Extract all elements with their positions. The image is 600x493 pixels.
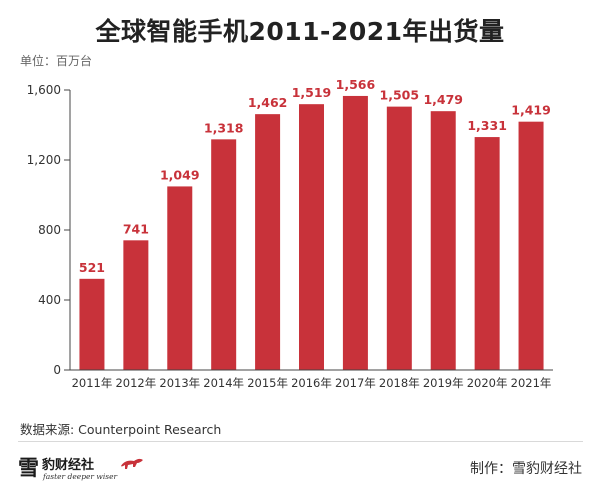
bar <box>211 139 237 370</box>
data-label: 1,566 <box>336 77 376 92</box>
data-label: 1,519 <box>292 85 332 100</box>
data-label: 1,505 <box>380 88 420 103</box>
bar <box>299 104 324 371</box>
y-tick-label: 0 <box>53 363 61 377</box>
producer-credit: 制作：雪豹财经社 <box>470 461 582 477</box>
x-tick-label: 2015年 <box>247 376 288 390</box>
bar <box>474 137 500 370</box>
data-label: 521 <box>79 260 105 275</box>
x-tick-label: 2018年 <box>379 376 420 390</box>
bar <box>255 114 281 371</box>
x-tick-label: 2020年 <box>467 376 508 390</box>
chart-title: 全球智能手机2011-2021年出货量 <box>95 17 505 46</box>
bar <box>79 278 105 370</box>
bar <box>342 95 368 370</box>
bar <box>386 106 412 370</box>
unit-label: 单位：百万台 <box>20 54 93 68</box>
x-tick-label: 2011年 <box>72 376 113 390</box>
x-tick-label: 2016年 <box>291 376 332 390</box>
logo-main-text: 雪 <box>18 455 39 480</box>
y-tick-label: 1,600 <box>27 83 61 97</box>
x-tick-label: 2021年 <box>511 376 552 390</box>
data-label: 1,419 <box>511 103 551 118</box>
leopard-icon <box>121 458 143 469</box>
data-source: 数据来源: Counterpoint Research <box>20 422 222 437</box>
x-tick-label: 2013年 <box>159 376 200 390</box>
data-label: 1,331 <box>467 118 507 133</box>
logo-slogan: faster deeper wiser <box>43 472 118 481</box>
x-tick-label: 2012年 <box>115 376 156 390</box>
footer-divider <box>18 441 583 442</box>
data-label: 1,462 <box>248 95 288 110</box>
bar <box>123 240 149 370</box>
y-tick-label: 400 <box>38 293 61 307</box>
y-tick-label: 1,200 <box>27 153 61 167</box>
brand-logo: 雪 豹财经社 faster deeper wiser <box>18 452 158 488</box>
x-tick-label: 2019年 <box>423 376 464 390</box>
bar <box>430 111 456 371</box>
data-label: 1,479 <box>423 92 463 107</box>
logo-sub-text: 豹财经社 <box>42 458 95 473</box>
bar <box>518 121 544 370</box>
data-label: 741 <box>123 221 149 236</box>
data-label: 1,318 <box>204 120 244 135</box>
data-label: 1,049 <box>160 167 200 182</box>
x-tick-label: 2014年 <box>203 376 244 390</box>
bar <box>167 186 193 370</box>
bar-chart: 0 400 800 1,200 1,600 521 2011年 741 2012年 1,049 20… <box>27 77 553 390</box>
x-tick-label: 2017年 <box>335 376 376 390</box>
y-tick-label: 800 <box>38 223 61 237</box>
